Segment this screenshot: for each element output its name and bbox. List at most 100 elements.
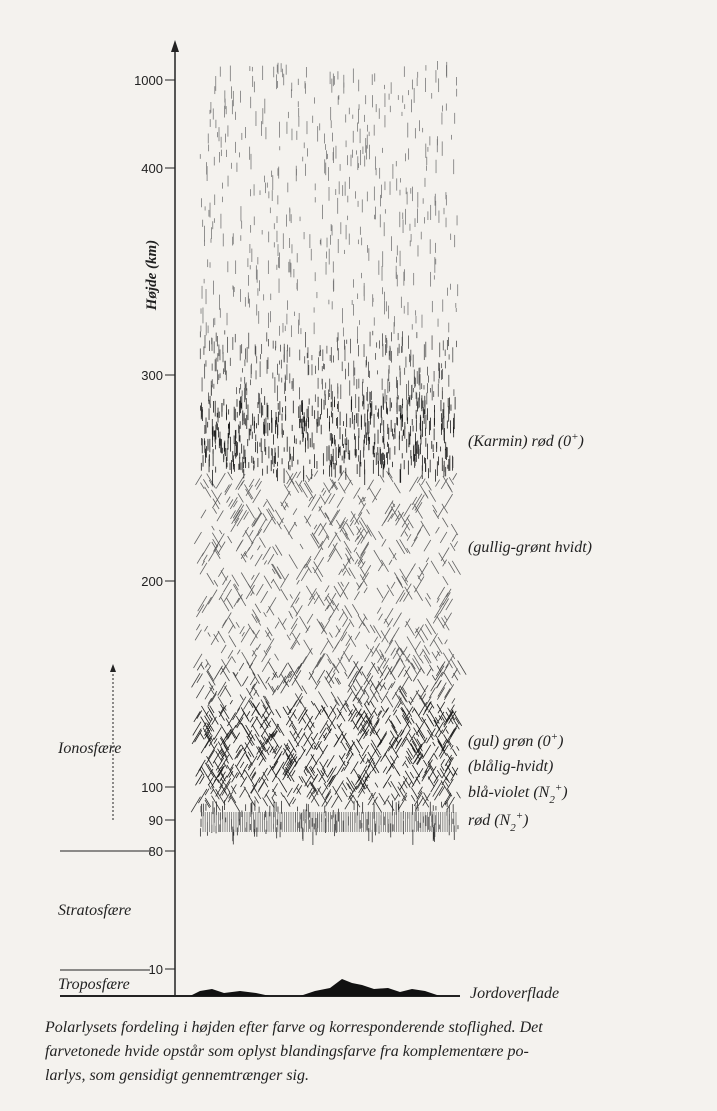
hatch [280, 792, 284, 798]
hatch [340, 741, 347, 751]
tick-label: 100 [141, 780, 163, 795]
hatch [222, 579, 232, 593]
hatch [268, 661, 279, 678]
hatch [305, 563, 312, 574]
hatch [414, 641, 421, 651]
hatch [319, 761, 326, 772]
hatch [352, 604, 360, 616]
hatch [368, 793, 374, 801]
hatch [421, 478, 426, 486]
hatch [361, 745, 370, 757]
hatch [407, 659, 418, 674]
hatch [243, 763, 249, 772]
hatch [272, 579, 281, 592]
hatch [415, 501, 423, 513]
hatch [257, 674, 268, 690]
hatch [275, 709, 282, 718]
hatch [344, 479, 352, 492]
hatch [211, 525, 215, 531]
hatch [258, 518, 267, 533]
hatch [337, 657, 347, 672]
hatch [229, 699, 233, 705]
hatch [423, 654, 430, 664]
hatch [318, 691, 329, 708]
hatch [305, 742, 314, 756]
hatch [239, 626, 245, 635]
hatch [433, 753, 438, 760]
hatch [308, 672, 318, 685]
hatch [335, 625, 341, 633]
hatch [434, 665, 445, 681]
hatch [256, 583, 264, 596]
hatch [322, 768, 329, 778]
hatch [353, 660, 363, 676]
hatch [191, 673, 201, 688]
hatch [262, 797, 269, 807]
hatch [360, 561, 366, 569]
hatch [353, 768, 361, 780]
hatch [234, 509, 244, 524]
hatch [324, 492, 332, 505]
hatch [217, 696, 227, 711]
hatch [245, 504, 255, 519]
hatch [445, 588, 452, 597]
hatch [450, 773, 456, 781]
hatch [400, 648, 410, 663]
hatch [313, 703, 322, 716]
hatch [428, 687, 436, 699]
hatch [453, 672, 459, 681]
hatch [251, 771, 256, 779]
hatch [442, 575, 449, 586]
hatch [247, 541, 254, 551]
hatch [227, 535, 233, 544]
hatch [244, 530, 253, 544]
hatch [300, 567, 310, 582]
hatch [222, 778, 232, 791]
hatch [413, 529, 422, 542]
label-part: + [551, 731, 558, 743]
hatch [404, 531, 409, 537]
hatch [262, 501, 267, 508]
hatch [453, 541, 458, 548]
hatch [250, 572, 260, 588]
hatch [339, 581, 350, 597]
hatch [450, 658, 461, 675]
hatch [403, 591, 410, 602]
hatch [325, 670, 335, 685]
hatch [452, 473, 458, 481]
hatch [316, 669, 326, 683]
hatch [421, 766, 432, 782]
hatch [328, 672, 336, 683]
hatch [296, 471, 302, 479]
hatch [437, 687, 446, 700]
hatch [257, 528, 263, 537]
hatch [343, 622, 351, 635]
hatch [345, 742, 354, 756]
hatch [324, 512, 330, 520]
hatch [278, 663, 288, 678]
hatch [254, 796, 259, 804]
hatch [303, 639, 313, 655]
hatch [390, 681, 396, 689]
hatch [356, 582, 360, 588]
hatch [411, 747, 416, 753]
hatch [386, 470, 394, 483]
hatch [251, 702, 260, 716]
hatch [311, 782, 317, 792]
hatch [340, 631, 348, 642]
hatch [353, 591, 360, 601]
hatch [439, 768, 448, 781]
hatch [207, 665, 212, 671]
hatch [318, 522, 327, 536]
hatch [427, 763, 438, 780]
hatch [399, 685, 407, 698]
hatch [377, 680, 383, 688]
hatch [214, 549, 221, 559]
hatch [430, 560, 440, 574]
hatch [320, 622, 325, 628]
hatch [236, 510, 247, 527]
hatch [217, 541, 226, 554]
hatch [357, 720, 368, 736]
hatch [447, 778, 454, 789]
